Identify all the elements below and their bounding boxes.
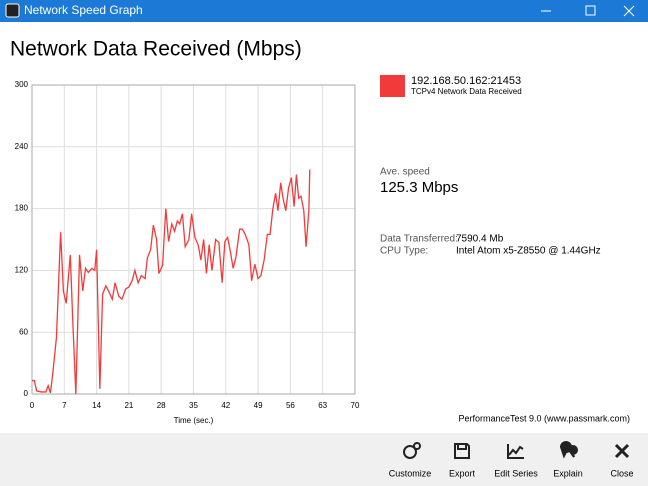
x-tick-label: 35 <box>189 401 198 410</box>
x-tick-label: 21 <box>124 401 133 410</box>
y-tick-label: 0 <box>24 389 29 398</box>
y-tick-label: 60 <box>19 327 28 336</box>
button-label: Export <box>449 468 476 478</box>
legend-entry: 192.168.50.162:21453 <box>411 75 521 87</box>
button-label: Explain <box>553 468 583 478</box>
y-tick-label: 240 <box>15 142 29 151</box>
button-icon <box>403 442 422 459</box>
button-icon <box>454 443 470 459</box>
x-tick-label: 49 <box>254 401 263 410</box>
x-axis-label: Time (sec.) <box>174 416 214 425</box>
toolbar-button[interactable]: Edit Series <box>494 444 538 478</box>
title-bar <box>0 0 648 22</box>
stat-label: CPU Type: <box>380 246 428 257</box>
x-tick-label: 14 <box>92 401 101 410</box>
toolbar-buttons: Customize Export Edit Series Explain Close <box>389 441 634 478</box>
button-label: Close <box>610 468 633 478</box>
y-tick-label: 120 <box>15 266 29 275</box>
button-icon <box>614 443 630 459</box>
x-tick-label: 0 <box>30 401 35 410</box>
chart-title: Network Data Received (Mbps) <box>10 38 302 61</box>
maximize[interactable] <box>585 5 596 16</box>
ave-value: 125.3 Mbps <box>380 179 458 196</box>
button-label: Edit Series <box>494 468 538 478</box>
x-tick-label: 28 <box>157 401 166 410</box>
data-line <box>32 169 311 395</box>
plot-frame <box>31 84 356 395</box>
toolbar-button[interactable]: Export <box>449 443 476 478</box>
stat-label: Data Transferred: <box>380 234 458 245</box>
ave-label: Ave. speed <box>380 167 430 178</box>
x-tick-label: 63 <box>318 401 327 410</box>
button-label: Customize <box>389 468 432 478</box>
toolbar <box>0 433 648 486</box>
button-icon <box>559 441 578 459</box>
y-tick-label: 180 <box>15 204 29 213</box>
legend-description: TCPv4 Network Data Received <box>411 87 522 96</box>
button-icon <box>507 444 524 459</box>
toolbar-button[interactable]: Close <box>610 443 634 478</box>
footer: PerformanceTest 9.0 (www.passmark.com) <box>458 413 630 423</box>
legend-swatch <box>380 75 405 97</box>
window-title: Network Speed Graph <box>24 3 143 17</box>
plot: 0 60 120 180 240 300 0 7 14 21 28 35 42 49 56 63 70 Time … <box>15 80 360 425</box>
toolbar-button[interactable]: Explain <box>553 441 583 478</box>
close-window[interactable] <box>623 5 635 17</box>
x-tick-label: 42 <box>221 401 230 410</box>
app-icon <box>5 3 20 18</box>
stat-value: 7590.4 Mb <box>456 234 504 245</box>
y-tick-label: 300 <box>15 80 29 89</box>
toolbar-button[interactable]: Customize <box>389 442 432 478</box>
x-tick-label: 56 <box>286 401 295 410</box>
stat-value: Intel Atom x5-Z8550 @ 1.44GHz <box>456 246 601 257</box>
x-tick-label: 70 <box>351 401 360 410</box>
x-tick-label: 7 <box>62 401 67 410</box>
